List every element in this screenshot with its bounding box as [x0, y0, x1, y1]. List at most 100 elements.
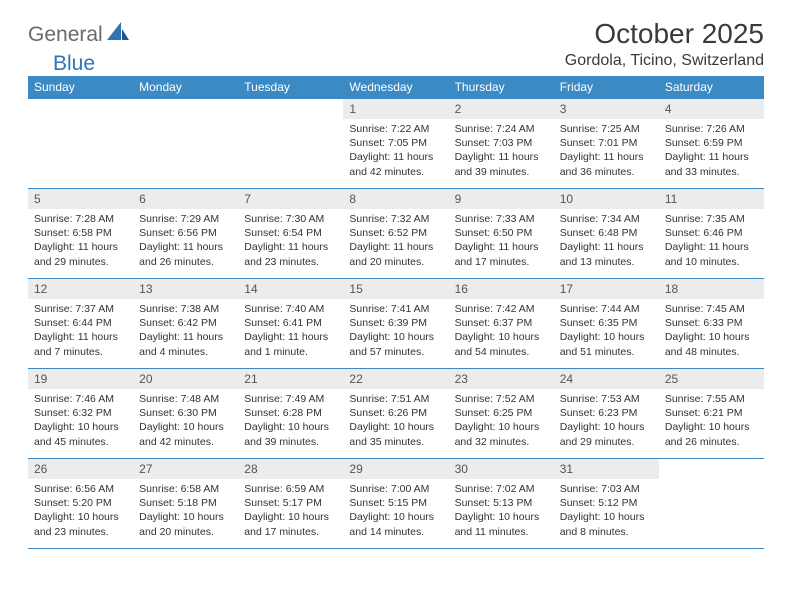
calendar-day-cell: 5Sunrise: 7:28 AMSunset: 6:58 PMDaylight… [28, 189, 133, 279]
calendar-day-cell: 21Sunrise: 7:49 AMSunset: 6:28 PMDayligh… [238, 369, 343, 459]
calendar-day-cell [238, 99, 343, 189]
weekday-header: Tuesday [238, 76, 343, 99]
day-number: 24 [554, 369, 659, 389]
day-details: Sunrise: 7:34 AMSunset: 6:48 PMDaylight:… [554, 209, 659, 275]
calendar-day-cell: 15Sunrise: 7:41 AMSunset: 6:39 PMDayligh… [343, 279, 448, 369]
day-details: Sunrise: 7:03 AMSunset: 5:12 PMDaylight:… [554, 479, 659, 545]
day-number: 27 [133, 459, 238, 479]
day-number: 23 [449, 369, 554, 389]
calendar-week-row: 19Sunrise: 7:46 AMSunset: 6:32 PMDayligh… [28, 369, 764, 459]
title-block: October 2025 Gordola, Ticino, Switzerlan… [565, 18, 764, 70]
calendar-week-row: 5Sunrise: 7:28 AMSunset: 6:58 PMDaylight… [28, 189, 764, 279]
day-number: 4 [659, 99, 764, 119]
calendar-day-cell: 6Sunrise: 7:29 AMSunset: 6:56 PMDaylight… [133, 189, 238, 279]
weekday-header: Monday [133, 76, 238, 99]
day-details: Sunrise: 7:26 AMSunset: 6:59 PMDaylight:… [659, 119, 764, 185]
calendar-day-cell: 18Sunrise: 7:45 AMSunset: 6:33 PMDayligh… [659, 279, 764, 369]
day-details: Sunrise: 6:58 AMSunset: 5:18 PMDaylight:… [133, 479, 238, 545]
day-number: 29 [343, 459, 448, 479]
day-number: 1 [343, 99, 448, 119]
sail-icon [107, 22, 129, 47]
day-details: Sunrise: 7:41 AMSunset: 6:39 PMDaylight:… [343, 299, 448, 365]
location: Gordola, Ticino, Switzerland [565, 52, 764, 70]
day-number: 2 [449, 99, 554, 119]
day-number: 18 [659, 279, 764, 299]
day-details: Sunrise: 7:24 AMSunset: 7:03 PMDaylight:… [449, 119, 554, 185]
brand-logo: General [28, 22, 131, 47]
day-details: Sunrise: 7:45 AMSunset: 6:33 PMDaylight:… [659, 299, 764, 365]
day-details: Sunrise: 7:02 AMSunset: 5:13 PMDaylight:… [449, 479, 554, 545]
day-number: 16 [449, 279, 554, 299]
calendar-day-cell: 25Sunrise: 7:55 AMSunset: 6:21 PMDayligh… [659, 369, 764, 459]
calendar-day-cell: 16Sunrise: 7:42 AMSunset: 6:37 PMDayligh… [449, 279, 554, 369]
calendar-day-cell: 29Sunrise: 7:00 AMSunset: 5:15 PMDayligh… [343, 459, 448, 549]
day-details: Sunrise: 7:32 AMSunset: 6:52 PMDaylight:… [343, 209, 448, 275]
day-number: 12 [28, 279, 133, 299]
day-number: 10 [554, 189, 659, 209]
day-details: Sunrise: 7:55 AMSunset: 6:21 PMDaylight:… [659, 389, 764, 455]
calendar-table: SundayMondayTuesdayWednesdayThursdayFrid… [28, 76, 764, 549]
day-details: Sunrise: 7:40 AMSunset: 6:41 PMDaylight:… [238, 299, 343, 365]
day-details: Sunrise: 7:53 AMSunset: 6:23 PMDaylight:… [554, 389, 659, 455]
day-number: 20 [133, 369, 238, 389]
calendar-day-cell: 2Sunrise: 7:24 AMSunset: 7:03 PMDaylight… [449, 99, 554, 189]
calendar-day-cell: 3Sunrise: 7:25 AMSunset: 7:01 PMDaylight… [554, 99, 659, 189]
day-details: Sunrise: 7:25 AMSunset: 7:01 PMDaylight:… [554, 119, 659, 185]
weekday-header: Thursday [449, 76, 554, 99]
day-number: 15 [343, 279, 448, 299]
calendar-day-cell: 13Sunrise: 7:38 AMSunset: 6:42 PMDayligh… [133, 279, 238, 369]
day-number: 31 [554, 459, 659, 479]
weekday-header: Wednesday [343, 76, 448, 99]
day-number: 30 [449, 459, 554, 479]
calendar-day-cell: 22Sunrise: 7:51 AMSunset: 6:26 PMDayligh… [343, 369, 448, 459]
day-details: Sunrise: 7:51 AMSunset: 6:26 PMDaylight:… [343, 389, 448, 455]
calendar-day-cell: 14Sunrise: 7:40 AMSunset: 6:41 PMDayligh… [238, 279, 343, 369]
day-number: 21 [238, 369, 343, 389]
weekday-header: Friday [554, 76, 659, 99]
day-number: 25 [659, 369, 764, 389]
day-details: Sunrise: 6:59 AMSunset: 5:17 PMDaylight:… [238, 479, 343, 545]
weekday-header-row: SundayMondayTuesdayWednesdayThursdayFrid… [28, 76, 764, 99]
calendar-day-cell: 4Sunrise: 7:26 AMSunset: 6:59 PMDaylight… [659, 99, 764, 189]
day-details: Sunrise: 7:49 AMSunset: 6:28 PMDaylight:… [238, 389, 343, 455]
day-number: 26 [28, 459, 133, 479]
calendar-week-row: 12Sunrise: 7:37 AMSunset: 6:44 PMDayligh… [28, 279, 764, 369]
calendar-day-cell [28, 99, 133, 189]
day-details: Sunrise: 7:35 AMSunset: 6:46 PMDaylight:… [659, 209, 764, 275]
day-details: Sunrise: 7:28 AMSunset: 6:58 PMDaylight:… [28, 209, 133, 275]
weekday-header: Sunday [28, 76, 133, 99]
calendar-day-cell: 12Sunrise: 7:37 AMSunset: 6:44 PMDayligh… [28, 279, 133, 369]
day-number: 8 [343, 189, 448, 209]
calendar-day-cell: 31Sunrise: 7:03 AMSunset: 5:12 PMDayligh… [554, 459, 659, 549]
day-details: Sunrise: 7:29 AMSunset: 6:56 PMDaylight:… [133, 209, 238, 275]
day-number: 5 [28, 189, 133, 209]
day-details: Sunrise: 7:22 AMSunset: 7:05 PMDaylight:… [343, 119, 448, 185]
calendar-day-cell: 9Sunrise: 7:33 AMSunset: 6:50 PMDaylight… [449, 189, 554, 279]
calendar-day-cell: 20Sunrise: 7:48 AMSunset: 6:30 PMDayligh… [133, 369, 238, 459]
calendar-day-cell: 8Sunrise: 7:32 AMSunset: 6:52 PMDaylight… [343, 189, 448, 279]
calendar-day-cell: 24Sunrise: 7:53 AMSunset: 6:23 PMDayligh… [554, 369, 659, 459]
calendar-day-cell: 23Sunrise: 7:52 AMSunset: 6:25 PMDayligh… [449, 369, 554, 459]
calendar-day-cell: 26Sunrise: 6:56 AMSunset: 5:20 PMDayligh… [28, 459, 133, 549]
day-number: 17 [554, 279, 659, 299]
month-title: October 2025 [565, 18, 764, 50]
day-number: 3 [554, 99, 659, 119]
day-details: Sunrise: 7:38 AMSunset: 6:42 PMDaylight:… [133, 299, 238, 365]
day-details: Sunrise: 7:30 AMSunset: 6:54 PMDaylight:… [238, 209, 343, 275]
calendar-week-row: 1Sunrise: 7:22 AMSunset: 7:05 PMDaylight… [28, 99, 764, 189]
day-details: Sunrise: 7:46 AMSunset: 6:32 PMDaylight:… [28, 389, 133, 455]
day-number: 7 [238, 189, 343, 209]
day-number: 19 [28, 369, 133, 389]
day-details: Sunrise: 7:00 AMSunset: 5:15 PMDaylight:… [343, 479, 448, 545]
calendar-day-cell: 11Sunrise: 7:35 AMSunset: 6:46 PMDayligh… [659, 189, 764, 279]
day-details: Sunrise: 7:33 AMSunset: 6:50 PMDaylight:… [449, 209, 554, 275]
brand-blue: Blue [53, 52, 95, 76]
calendar-day-cell: 10Sunrise: 7:34 AMSunset: 6:48 PMDayligh… [554, 189, 659, 279]
calendar-day-cell: 30Sunrise: 7:02 AMSunset: 5:13 PMDayligh… [449, 459, 554, 549]
day-details: Sunrise: 7:48 AMSunset: 6:30 PMDaylight:… [133, 389, 238, 455]
calendar-day-cell: 7Sunrise: 7:30 AMSunset: 6:54 PMDaylight… [238, 189, 343, 279]
weekday-header: Saturday [659, 76, 764, 99]
day-number: 22 [343, 369, 448, 389]
calendar-day-cell: 1Sunrise: 7:22 AMSunset: 7:05 PMDaylight… [343, 99, 448, 189]
day-details: Sunrise: 6:56 AMSunset: 5:20 PMDaylight:… [28, 479, 133, 545]
